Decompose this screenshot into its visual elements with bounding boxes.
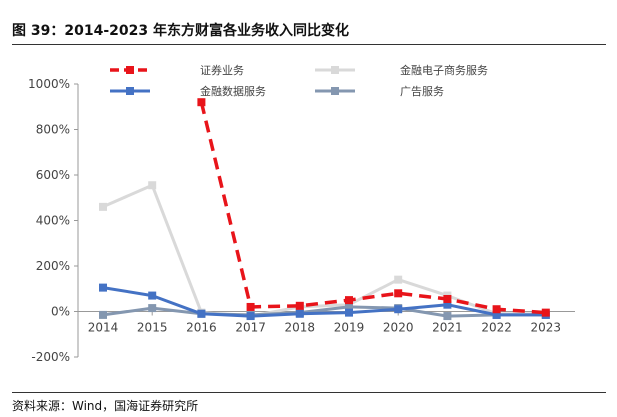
data-point <box>148 181 157 190</box>
x-tick-label: 2021 <box>432 321 463 335</box>
data-point <box>345 296 353 305</box>
data-point <box>443 312 452 321</box>
x-tick-label: 2022 <box>481 321 512 335</box>
chart-series <box>99 98 550 321</box>
source-note: 资料来源：Wind，国海证券研究所 <box>12 399 199 413</box>
y-tick-label: 1000% <box>28 77 70 91</box>
data-point <box>541 308 550 317</box>
series-line-3 <box>102 305 546 318</box>
data-point <box>197 98 206 107</box>
legend-label-1: 金融电子商务服务 <box>400 63 488 77</box>
y-tick-label: 0% <box>51 305 70 319</box>
y-tick-label: 400% <box>36 214 70 228</box>
legend-label-2: 金融数据服务 <box>200 84 266 98</box>
x-tick-label: 2014 <box>88 321 119 335</box>
data-point <box>148 291 157 300</box>
x-tick-label: 2017 <box>235 321 266 335</box>
data-point <box>99 202 107 211</box>
data-point <box>492 310 501 319</box>
data-point <box>394 305 403 314</box>
source-divider <box>12 392 606 393</box>
data-point <box>148 304 157 313</box>
data-point <box>394 275 403 284</box>
legend-marker-3 <box>331 87 339 95</box>
legend-marker-2 <box>126 87 134 95</box>
series-line-2 <box>102 286 546 318</box>
data-point <box>345 302 353 311</box>
data-point <box>246 312 255 321</box>
x-tick-label: 2019 <box>334 321 365 335</box>
y-tick-label: -200% <box>31 350 70 364</box>
y-tick-label: 600% <box>36 168 70 182</box>
title-divider <box>12 44 606 45</box>
x-tick-label: 2016 <box>186 321 217 335</box>
data-point <box>99 283 107 292</box>
x-tick-label: 2020 <box>383 321 414 335</box>
series-line-1 <box>102 183 546 318</box>
data-point <box>295 301 304 310</box>
data-point <box>492 305 501 314</box>
figure-title: 图 39：2014-2023 年东方财富各业务收入同比变化 <box>12 23 349 39</box>
data-point <box>443 300 452 309</box>
y-tick-label: 200% <box>36 259 70 273</box>
y-tick-label: 800% <box>36 123 70 137</box>
x-tick-label: 2018 <box>285 321 316 335</box>
x-tick-label: 2015 <box>137 321 168 335</box>
data-point <box>443 294 452 303</box>
legend-label-0: 证券业务 <box>200 63 244 77</box>
legend-label-3: 广告服务 <box>400 85 444 98</box>
legend-marker-0 <box>126 66 134 74</box>
data-point <box>345 308 353 317</box>
data-point <box>99 310 107 319</box>
data-point <box>197 309 206 318</box>
x-tick-label: 2023 <box>531 321 562 335</box>
legend-marker-1 <box>331 66 339 74</box>
data-point <box>246 302 255 311</box>
data-point <box>295 309 304 318</box>
series-line-0 <box>199 101 546 315</box>
chart-axes: -200% 0% 200% 400% 600% 800% 1000% 2014 2015 2016… <box>28 77 575 364</box>
data-point <box>394 289 403 298</box>
